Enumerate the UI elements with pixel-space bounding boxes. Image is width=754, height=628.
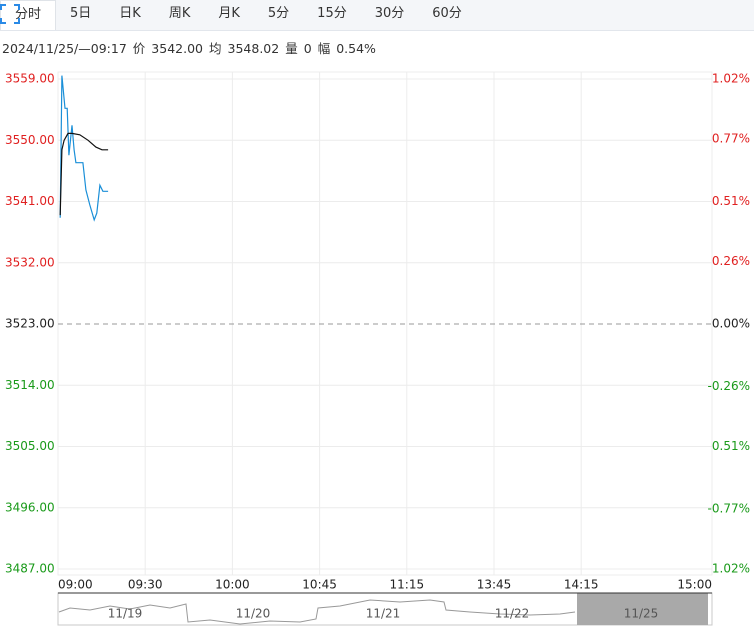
label: 均 xyxy=(209,41,222,56)
x-tick-label: 11:15 xyxy=(390,578,425,592)
x-tick-label: 09:00 xyxy=(58,578,93,592)
price-line xyxy=(59,132,109,216)
label: 价 xyxy=(132,41,146,56)
y-tick-label: 3559.00 xyxy=(5,72,55,86)
tab[interactable]: 5分 xyxy=(267,6,290,21)
navigator-date: 11/22 xyxy=(495,607,530,621)
y2-tick-label: 0.51% xyxy=(712,194,750,208)
navigator-sparkline xyxy=(58,599,576,625)
tab[interactable]: 周K xyxy=(168,6,191,21)
y2-tick-label: -0.51% xyxy=(708,439,750,453)
price-line xyxy=(59,75,109,222)
y-tick-label: 3505.00 xyxy=(5,439,55,453)
tab[interactable]: 60分 xyxy=(432,6,462,21)
label: 幅 xyxy=(317,41,331,56)
y-tick-label: 3523.00 xyxy=(5,317,55,331)
value: 3548.02 xyxy=(227,41,280,56)
y-tick-label: 3541.00 xyxy=(5,194,55,208)
y2-tick-label: 0.77% xyxy=(712,132,750,146)
x-tick-label: 10:45 xyxy=(302,578,337,592)
tab[interactable]: 分时 xyxy=(0,0,57,30)
tab-bar: 分时 5日 日K 周K 月K 5分 15分 30分 60分 xyxy=(0,0,754,31)
y2-tick-label: 1.02% xyxy=(712,72,750,86)
value: 3542.00 xyxy=(151,41,203,56)
datetime: 2024/11/25/—09:17 xyxy=(2,41,127,56)
tab[interactable]: 月K xyxy=(218,6,240,21)
navigator-selection[interactable] xyxy=(577,593,708,625)
x-tick-label: 09:30 xyxy=(128,578,163,592)
y-tick-label: 3532.00 xyxy=(5,255,55,269)
info-line: 2024/11/25/—09:17 价 3542.00 均 3548.02 量 0 幅 0.54… xyxy=(2,38,382,57)
x-tick-label: 13:45 xyxy=(477,578,512,592)
tab[interactable]: 日K xyxy=(119,6,141,21)
y2-tick-label: 0.00% xyxy=(712,317,750,331)
label: 量 xyxy=(285,41,298,56)
value: 0.54% xyxy=(336,41,376,56)
y-tick-label: 3496.00 xyxy=(5,500,55,514)
value: 0 xyxy=(303,41,312,56)
y-tick-label: 3550.00 xyxy=(5,133,55,147)
tab[interactable]: 30分 xyxy=(374,6,405,21)
y2-tick-label: 0.26% xyxy=(712,254,750,268)
x-tick-label: 14:15 xyxy=(564,578,599,592)
tab[interactable]: 5日 xyxy=(70,6,92,21)
y2-tick-label: -0.26% xyxy=(708,379,750,393)
fullscreen-button[interactable] xyxy=(0,4,20,24)
y-tick-label: 3514.00 xyxy=(5,378,55,392)
navigator-date: 11/25 xyxy=(624,607,659,621)
x-tick-label: 10:00 xyxy=(215,578,250,592)
navigator-date: 11/21 xyxy=(366,607,401,621)
navigator-date: 11/19 xyxy=(108,607,143,621)
y-tick-label: 3487.00 xyxy=(5,562,55,576)
y2-tick-label: -1.02% xyxy=(708,562,750,576)
tab[interactable]: 15分 xyxy=(317,6,347,21)
x-tick-label: 15:00 xyxy=(677,578,712,592)
navigator-date: 11/20 xyxy=(236,607,271,621)
y2-tick-label: -0.77% xyxy=(708,501,750,515)
